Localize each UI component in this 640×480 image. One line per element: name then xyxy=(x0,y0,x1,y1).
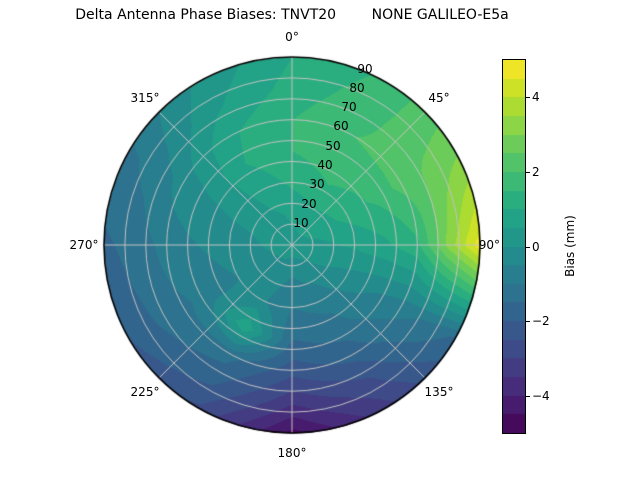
radial-tick-label: 30 xyxy=(309,177,325,191)
colorbar-gradient xyxy=(502,59,526,434)
angular-tick-label: 315° xyxy=(130,91,160,105)
colorbar-tick-mark xyxy=(526,172,530,173)
radial-tick-label: 60 xyxy=(333,119,349,133)
radial-tick-label: 10 xyxy=(293,216,309,230)
angular-tick-label: 270° xyxy=(69,238,99,252)
angular-tick-label: 45° xyxy=(428,91,450,105)
radial-tick-label: 70 xyxy=(341,100,357,114)
colorbar-tick-mark xyxy=(526,321,530,322)
radial-tick-label: 20 xyxy=(301,197,317,211)
angular-tick-label: 225° xyxy=(130,385,160,399)
colorbar-tick-mark xyxy=(526,247,530,248)
colorbar-tick-label: −4 xyxy=(532,389,550,403)
angular-tick-label: 180° xyxy=(277,446,307,460)
radial-tick-label: 40 xyxy=(317,158,333,172)
radial-tick-label: 80 xyxy=(349,81,365,95)
angular-tick-label: 135° xyxy=(424,385,454,399)
radial-tick-label: 50 xyxy=(325,139,341,153)
colorbar-tick-label: 0 xyxy=(532,240,540,254)
colorbar-tick-label: 4 xyxy=(532,90,540,104)
angular-tick-label: 0° xyxy=(285,30,299,44)
radial-tick-label: 90 xyxy=(357,62,373,76)
colorbar-tick-label: −2 xyxy=(532,314,550,328)
colorbar-axis-label: Bias (mm) xyxy=(563,215,577,277)
angular-tick-label: 90° xyxy=(478,238,500,252)
colorbar-tick-mark xyxy=(526,396,530,397)
colorbar-tick-mark xyxy=(526,97,530,98)
colorbar-tick-label: 2 xyxy=(532,165,540,179)
